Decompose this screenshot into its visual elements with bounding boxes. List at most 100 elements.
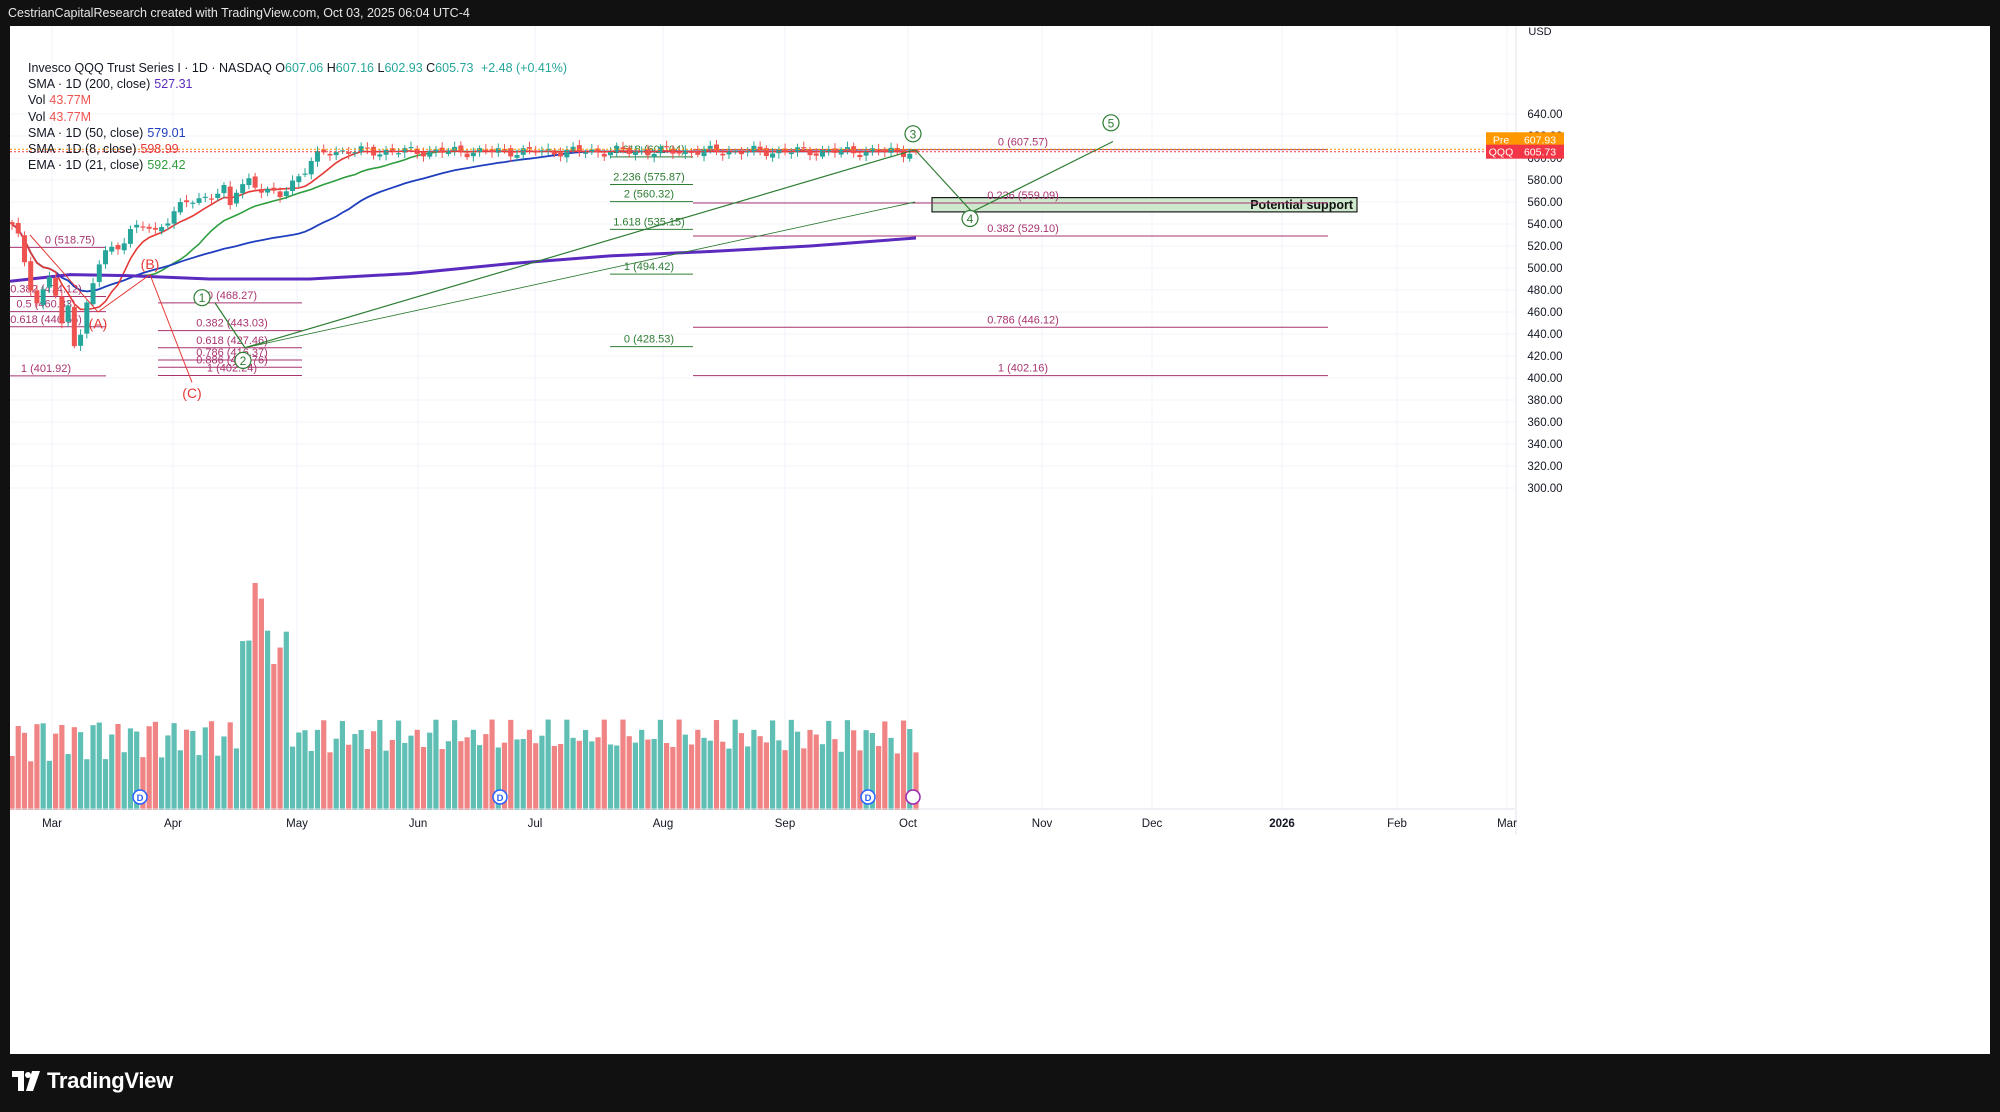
volume-bar [65, 754, 71, 810]
attribution-text: CestrianCapitalResearch created with Tra… [8, 6, 470, 20]
indicator-label: EMA · 1D (21, close) [28, 158, 144, 173]
candle-body [439, 147, 445, 153]
month-label: Mar [1497, 818, 1517, 830]
candle-body [514, 155, 520, 158]
volume-bar [327, 752, 333, 810]
candle-body [876, 149, 882, 152]
chart-frame[interactable]: Potential support 0 (607.57) 0.236 (559.0… [9, 26, 1990, 1054]
candle-body [433, 149, 439, 152]
candle-body [570, 146, 576, 151]
price-tick-label: 380.00 [1527, 395, 1562, 407]
dividend-marker [492, 789, 508, 805]
tradingview-logo[interactable]: TradingView [12, 1068, 173, 1094]
volume-bar [495, 747, 501, 810]
candle-body [614, 146, 620, 153]
fib-mid-label: 0.382 (443.03) [196, 318, 268, 330]
volume-bar [832, 739, 838, 810]
price-tag-name: Pre [1493, 134, 1510, 146]
candle-body [396, 153, 402, 155]
legend-title-row: Invesco QQQ Trust Series I · 1D · NASDAQ… [28, 60, 567, 76]
brand-name: TradingView [47, 1068, 173, 1093]
candle-body [65, 305, 71, 322]
volume-bar [707, 740, 713, 810]
month-label: Sep [775, 818, 795, 830]
volume-bar [626, 736, 632, 810]
support-label: Potential support [1250, 198, 1354, 212]
wave-label-3: 3 [910, 127, 917, 141]
indicator-row[interactable]: SMA · 1D (8, close) 598.99 [28, 141, 567, 157]
candle-body [427, 150, 433, 157]
candle-body [795, 147, 801, 152]
dividend-marker-text: D [137, 793, 144, 804]
volume-bar [464, 737, 470, 810]
month-label: May [286, 818, 308, 830]
indicator-row[interactable]: EMA · 1D (21, close) 592.42 [28, 157, 567, 173]
candle-body [265, 188, 271, 193]
candle-body [202, 196, 208, 198]
volume-bar [670, 746, 676, 810]
attribution-bar: CestrianCapitalResearch created with Tra… [0, 0, 2000, 26]
price-tick-label: 460.00 [1527, 307, 1562, 319]
candle-body [115, 245, 121, 250]
candle-body [738, 152, 744, 155]
indicator-label: SMA · 1D (200, close) [28, 77, 151, 92]
candle-body [177, 202, 183, 213]
volume-bar [21, 732, 28, 810]
price-chart[interactable]: Potential support 0 (607.57) 0.236 (559.0… [9, 26, 1990, 1054]
dividend-marker [860, 789, 876, 805]
candle-body [508, 148, 514, 157]
price-tick-label: 560.00 [1527, 197, 1562, 209]
candle-body [233, 192, 239, 204]
fib-right-label: 0.786 (446.12) [987, 314, 1059, 326]
volume-bar [265, 630, 271, 810]
candle-body [458, 145, 464, 152]
candle-body [209, 198, 215, 200]
candle-body [664, 146, 670, 148]
indicator-row[interactable]: SMA · 1D (50, close) 579.01 [28, 125, 567, 141]
chart-legend: Invesco QQQ Trust Series I · 1D · NASDAQ… [28, 60, 567, 173]
month-label: Aug [653, 818, 673, 830]
volume-bar [71, 727, 77, 810]
candle-body [807, 149, 813, 156]
price-tick-label: 580.00 [1527, 175, 1562, 187]
candle-body [190, 202, 196, 204]
candle-body [408, 147, 414, 149]
volume-bar [757, 736, 763, 810]
volume-bar [501, 742, 508, 810]
dividend-marker-text: D [865, 793, 872, 804]
month-label: Nov [1032, 818, 1053, 830]
volume-bar [121, 752, 127, 810]
volume-bar [240, 641, 246, 810]
candle-body [103, 250, 109, 265]
candle-body [838, 149, 844, 155]
candle-body [196, 198, 202, 203]
candle-body [339, 150, 345, 152]
fib-left-label: 0.618 (446.55) [10, 314, 82, 326]
fib-ext-label: 1 (494.42) [624, 261, 674, 273]
candle-body [707, 145, 713, 149]
price-tick-label: 480.00 [1527, 285, 1562, 297]
month-label: Dec [1142, 818, 1163, 830]
volume-bar [738, 733, 745, 810]
ohlc-key: C [422, 61, 436, 75]
wave-label-4: 4 [967, 212, 974, 226]
volume-bar [371, 731, 377, 810]
candle-body [539, 150, 545, 152]
indicator-row[interactable]: Vol 43.77M [28, 109, 567, 125]
fib-left-label: 1 (401.92) [21, 363, 71, 375]
volume-bar [321, 720, 327, 810]
volume-bar [888, 737, 894, 810]
volume-bar [907, 728, 913, 810]
candle-body [34, 290, 40, 304]
candle-body [483, 149, 489, 152]
candle-body [869, 148, 875, 152]
candle-body [121, 243, 127, 251]
fib-right-label: 1 (402.16) [998, 363, 1048, 375]
volume-bar [869, 733, 875, 810]
volume-bar [688, 744, 695, 810]
dividend-marker-text: D [497, 793, 504, 804]
volume-bar [408, 735, 414, 810]
indicator-row[interactable]: Vol 43.77M [28, 92, 567, 108]
volume-bar [358, 729, 364, 810]
indicator-row[interactable]: SMA · 1D (200, close) 527.31 [28, 76, 567, 92]
